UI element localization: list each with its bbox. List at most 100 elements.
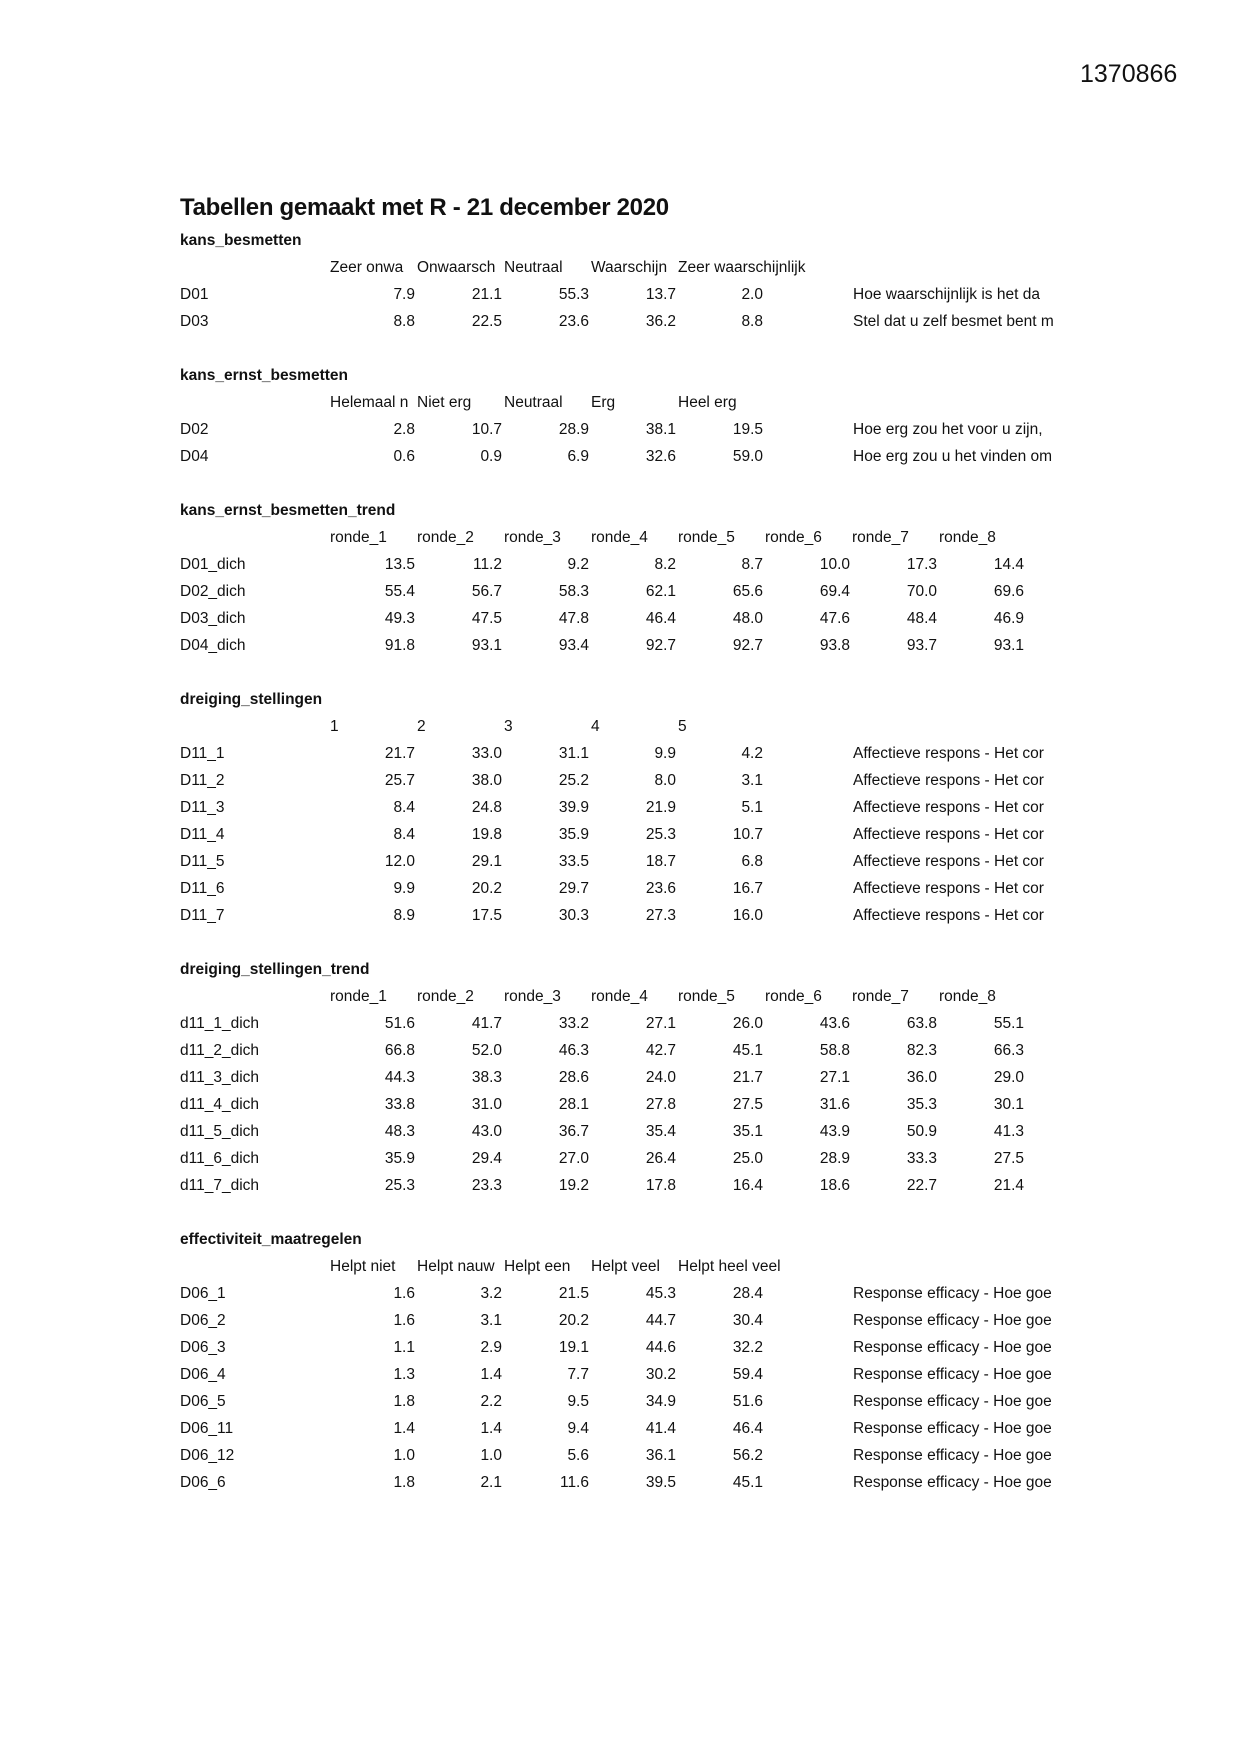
row-description: Stel dat u zelf besmet bent m [853, 313, 1054, 330]
table-row: D06_1 1.6 3.2 21.5 45.3 28.4 Response efficacy… [180, 1280, 1180, 1307]
column-header: ronde_7 [852, 529, 909, 546]
value-cell: 47.8 [558, 610, 589, 627]
value-cell: 1.0 [393, 1447, 415, 1464]
value-cell: 8.7 [741, 556, 763, 573]
value-cell: 55.3 [558, 286, 589, 303]
value-cell: 45.3 [645, 1285, 676, 1302]
value-cell: 33.2 [558, 1015, 589, 1032]
value-cell: 32.2 [732, 1339, 763, 1356]
value-cell: 55.4 [384, 583, 415, 600]
table-row: D04_dich 91.8 93.1 93.4 92.7 92.7 93.8 93.7 93.1 [180, 632, 1180, 659]
value-cell: 46.9 [993, 610, 1024, 627]
row-description: Affectieve respons - Het cor [853, 799, 1044, 816]
section-title: dreiging_stellingen [180, 691, 323, 708]
column-header: ronde_1 [330, 529, 387, 546]
section-title: kans_ernst_besmetten_trend [180, 502, 396, 519]
value-cell: 33.3 [906, 1150, 937, 1167]
column-header-row: ronde_1 ronde_2 ronde_3 ronde_4 ronde_5 ronde… [180, 983, 1180, 1010]
table-row: D01 7.9 21.1 55.3 13.7 2.0 Hoe waarschijnlijk … [180, 281, 1180, 308]
table-row: d11_3_dich 44.3 38.3 28.6 24.0 21.7 27.1 36.0 29… [180, 1064, 1180, 1091]
column-header: Heel erg [678, 394, 737, 411]
table-row: D02_dich 55.4 56.7 58.3 62.1 65.6 69.4 70.0 69.6 [180, 578, 1180, 605]
value-cell: 35.4 [645, 1123, 676, 1140]
value-cell: 10.0 [819, 556, 850, 573]
row-label: d11_4_dich [180, 1096, 260, 1113]
row-label: d11_5_dich [180, 1123, 260, 1140]
row-label: D06_4 [180, 1366, 226, 1383]
row-description: Affectieve respons - Het cor [853, 772, 1044, 789]
value-cell: 27.8 [645, 1096, 676, 1113]
value-cell: 2.0 [741, 286, 763, 303]
column-header: ronde_2 [417, 529, 474, 546]
value-cell: 1.6 [393, 1312, 415, 1329]
value-cell: 1.8 [393, 1393, 415, 1410]
value-cell: 33.5 [558, 853, 589, 870]
value-cell: 30.4 [732, 1312, 763, 1329]
value-cell: 27.0 [558, 1150, 589, 1167]
value-cell: 41.3 [993, 1123, 1024, 1140]
table-row: D11_1 21.7 33.0 31.1 9.9 4.2 Affectieve respon… [180, 740, 1180, 767]
value-cell: 21.7 [384, 745, 415, 762]
row-description: Hoe erg zou u het vinden om [853, 448, 1053, 465]
value-cell: 3.2 [480, 1285, 502, 1302]
row-label: D04_dich [180, 637, 246, 654]
table-row: d11_4_dich 33.8 31.0 28.1 27.8 27.5 31.6 35.3 30… [180, 1091, 1180, 1118]
value-cell: 66.8 [384, 1042, 415, 1059]
value-cell: 42.7 [645, 1042, 676, 1059]
value-cell: 22.7 [906, 1177, 937, 1194]
value-cell: 1.4 [393, 1420, 415, 1437]
table-row: d11_2_dich 66.8 52.0 46.3 42.7 45.1 58.8 82.3 66… [180, 1037, 1180, 1064]
value-cell: 35.1 [732, 1123, 763, 1140]
table-row: D06_2 1.6 3.1 20.2 44.7 30.4 Response efficacy… [180, 1307, 1180, 1334]
row-label: D03 [180, 313, 209, 330]
value-cell: 25.7 [384, 772, 415, 789]
value-cell: 30.1 [993, 1096, 1024, 1113]
row-description: Affectieve respons - Het cor [853, 853, 1044, 870]
value-cell: 66.3 [993, 1042, 1024, 1059]
value-cell: 52.0 [471, 1042, 502, 1059]
value-cell: 93.4 [558, 637, 589, 654]
column-header: Helpt een [504, 1258, 571, 1275]
document-body: Tabellen gemaakt met R - 21 december 202… [180, 192, 1180, 1496]
table-row: D11_4 8.4 19.8 35.9 25.3 10.7 Affectieve respo… [180, 821, 1180, 848]
column-header: Zeer onwa [330, 259, 404, 276]
value-cell: 35.9 [384, 1150, 415, 1167]
value-cell: 56.7 [471, 583, 502, 600]
value-cell: 47.5 [471, 610, 502, 627]
column-header: Helemaal n [330, 394, 409, 411]
value-cell: 46.3 [558, 1042, 589, 1059]
value-cell: 26.4 [645, 1150, 676, 1167]
value-cell: 8.8 [393, 313, 415, 330]
value-cell: 0.9 [480, 448, 502, 465]
column-header: 3 [504, 718, 513, 735]
row-description: Response efficacy - Hoe goe [853, 1393, 1052, 1410]
column-header: ronde_7 [852, 988, 909, 1005]
value-cell: 41.4 [645, 1420, 676, 1437]
column-header: 5 [678, 718, 687, 735]
value-cell: 28.9 [819, 1150, 850, 1167]
value-cell: 8.2 [654, 556, 676, 573]
value-cell: 82.3 [906, 1042, 937, 1059]
value-cell: 49.3 [384, 610, 415, 627]
value-cell: 93.8 [819, 637, 850, 654]
value-cell: 47.6 [819, 610, 850, 627]
row-label: d11_1_dich [180, 1015, 260, 1032]
value-cell: 45.1 [732, 1042, 763, 1059]
table-section: kans_ernst_besmetten Helemaal n Niet erg Ne… [180, 362, 1180, 497]
value-cell: 17.3 [906, 556, 937, 573]
row-label: d11_3_dich [180, 1069, 260, 1086]
row-label: D01 [180, 286, 209, 303]
column-header: 1 [330, 718, 339, 735]
value-cell: 1.6 [393, 1285, 415, 1302]
value-cell: 8.0 [654, 772, 676, 789]
value-cell: 0.6 [393, 448, 415, 465]
value-cell: 69.6 [993, 583, 1024, 600]
table-row: D03 8.8 22.5 23.6 36.2 8.8 Stel dat u zelf bes… [180, 308, 1180, 335]
row-label: d11_6_dich [180, 1150, 260, 1167]
column-header: Helpt veel [591, 1258, 660, 1275]
value-cell: 10.7 [732, 826, 763, 843]
column-header-row: 1 2 3 4 5 [180, 713, 1180, 740]
value-cell: 23.3 [471, 1177, 502, 1194]
value-cell: 44.7 [645, 1312, 676, 1329]
row-description: Affectieve respons - Het cor [853, 880, 1044, 897]
